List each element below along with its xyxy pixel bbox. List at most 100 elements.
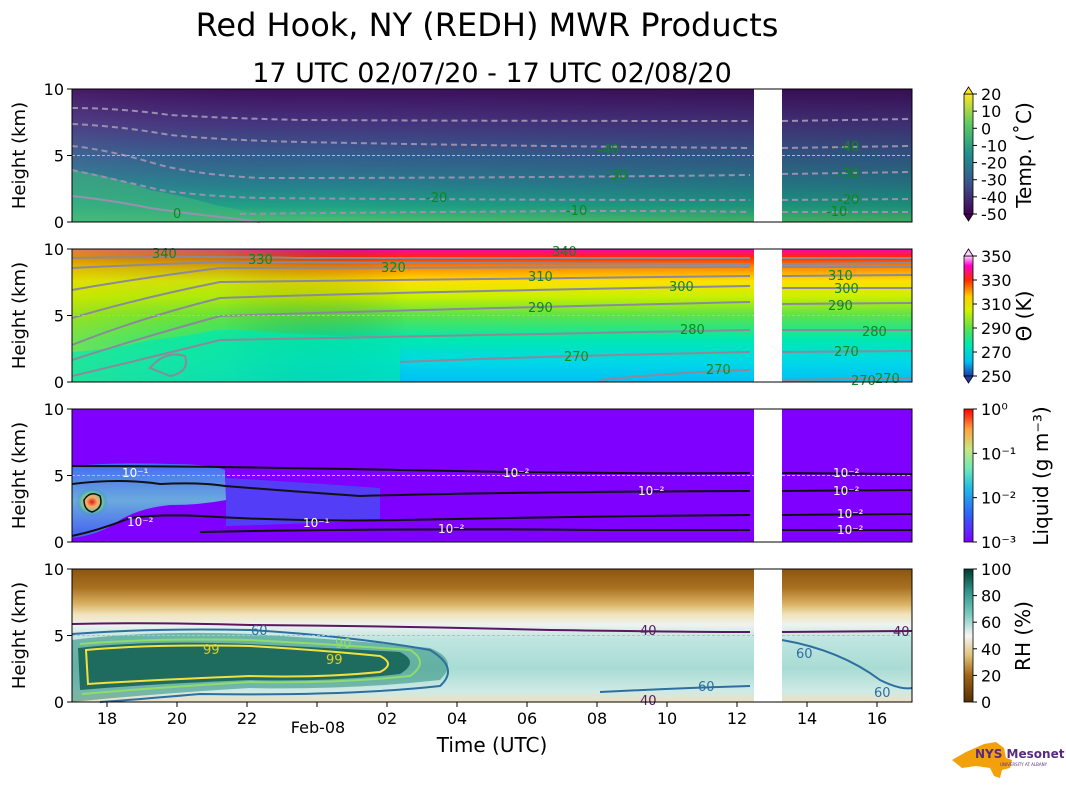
contour-label: 340 [152, 247, 177, 262]
contour-label: 99 [203, 643, 220, 658]
theta-contour [71, 274, 913, 319]
theta-contour-labels: 340 330 320 310 300 290 280 270 270 340 … [152, 245, 900, 389]
colorbar-tick-label: 80 [981, 587, 1001, 606]
colorbar-tick-label: 40 [981, 640, 1001, 659]
theta-contour [71, 266, 912, 291]
theta-panel: 340 330 320 310 300 290 280 270 270 340 … [71, 245, 913, 389]
colorbar-tick-label: -20 [981, 154, 1007, 173]
rh-contour [79, 638, 421, 695]
liquid-panel: 10⁻¹ 10⁻² 10⁻¹ 10⁻² 10⁻² 10⁻² 10⁻² 10⁻² … [71, 408, 913, 543]
liquid-contour [71, 480, 913, 498]
colorbar-title: Liquid (g m⁻³) [1029, 406, 1053, 545]
logo-subtext: UNIVERSITY AT ALBANY [1000, 762, 1048, 767]
theta-contour [71, 301, 913, 361]
x-tick-label: 16 [867, 709, 887, 728]
y-tick-label: 0 [54, 373, 64, 392]
contour-label: 60 [874, 686, 891, 701]
contour-label: 270 [706, 363, 731, 378]
contour-label: -30 [838, 167, 859, 182]
liquid-contour [71, 513, 913, 537]
liquid-core [76, 488, 108, 516]
colorbar-extend-bottom [963, 213, 974, 222]
contour-label: 0 [173, 207, 181, 222]
temp-contour [71, 169, 913, 201]
contour-label: -10 [826, 205, 847, 220]
temperature-panel: 0 -10 -20 -30 -40 -10 -20 -30 -40 [71, 88, 913, 223]
x-axis: 18 20 22 02 04 06 08 10 12 14 16 [97, 702, 887, 728]
contour-label: 340 [552, 245, 577, 260]
rh-contour [71, 628, 449, 703]
y-tick-label: 5 [54, 627, 64, 646]
colorbar-tick-label: 250 [981, 367, 1012, 386]
x-tick-label: 10 [657, 709, 677, 728]
colorbar-tick-label: 20 [981, 85, 1001, 104]
temperature-colorbar: Temp. (˚C) [963, 86, 1036, 222]
x-tick-label: 02 [377, 709, 397, 728]
y-tick-label: 10 [44, 80, 64, 99]
colorbar-title: RH (%) [1011, 601, 1035, 671]
theta-contour [71, 260, 913, 269]
colorbar-extend-bottom [963, 375, 974, 384]
theta-contour [71, 285, 912, 346]
liquid-contour [71, 465, 913, 475]
temp-contour [71, 123, 913, 149]
contour-label: 10⁻² [638, 484, 665, 498]
nys-state-shape-icon [952, 742, 1012, 778]
y-axis-title: Height (km) [9, 262, 30, 369]
colorbar-bar [963, 568, 974, 703]
contour-label: 10⁻² [438, 522, 465, 536]
colorbar-ticks: 20100-10-20-30-40-5035033031029027025010… [973, 85, 1016, 712]
colorbar-tick-label: -40 [981, 188, 1007, 207]
colorbar-bar [963, 93, 974, 215]
liquid-contour [199, 528, 912, 533]
x-tick-label: 22 [237, 709, 257, 728]
contour-label: 10⁻² [837, 507, 864, 521]
contour-label: 10⁻² [837, 523, 864, 537]
contour-label: 10⁻² [503, 466, 530, 480]
x-tick-label: 20 [167, 709, 187, 728]
contour-label: 310 [828, 269, 853, 284]
contour-label: 90 [335, 637, 352, 652]
x-tick-label: 08 [587, 709, 607, 728]
figure-title: Red Hook, NY (REDH) MWR Products [196, 6, 779, 44]
colorbar-tick-label: 10⁻³ [981, 533, 1016, 552]
x-tick-label: 06 [517, 709, 537, 728]
theta-contour [71, 256, 912, 260]
contour-label: 290 [528, 301, 553, 316]
data-gap [754, 569, 782, 702]
colorbar-tick-label: 100 [981, 560, 1012, 579]
contour-label: 290 [828, 299, 853, 314]
temp-contour-zero [71, 195, 261, 223]
temperature-warm-region [72, 170, 320, 222]
y-tick-label: 0 [54, 533, 64, 552]
figure-subtitle: 17 UTC 02/07/20 - 17 UTC 02/08/20 [252, 58, 732, 89]
x-tick-label: 04 [447, 709, 467, 728]
liquid-core-contour [83, 493, 102, 513]
x-tick-label: 18 [97, 709, 117, 728]
colorbar-tick-label: 10⁻² [981, 489, 1016, 508]
x-axis-title: Time (UTC) [436, 733, 548, 757]
contour-label: -40 [838, 140, 859, 155]
contour-label: 10⁻¹ [122, 466, 149, 480]
contour-label: 310 [528, 270, 553, 285]
y-tick-label: 10 [44, 400, 64, 419]
contour-label: 10⁻¹ [303, 516, 330, 530]
rh-contour [71, 622, 913, 633]
y-axis-title: Height (km) [9, 582, 30, 689]
y-tick-label: 0 [54, 213, 64, 232]
colorbar-tick-label: 310 [981, 295, 1012, 314]
contour-label: -10 [566, 204, 587, 219]
colorbar-tick-label: 290 [981, 319, 1012, 338]
temp-contour [239, 209, 912, 215]
theta-cold-pocket [148, 353, 187, 378]
y-tick-label: 5 [54, 147, 64, 166]
contour-label: 40 [640, 624, 657, 639]
contour-label: 280 [680, 323, 705, 338]
colorbar-tick-label: 20 [981, 666, 1001, 685]
y-tick-label: 10 [44, 560, 64, 579]
theta-contour [399, 350, 913, 363]
contour-label: 10⁻² [127, 515, 154, 529]
contour-label: 300 [834, 282, 859, 297]
colorbar-tick-label: 10⁻¹ [981, 444, 1016, 463]
